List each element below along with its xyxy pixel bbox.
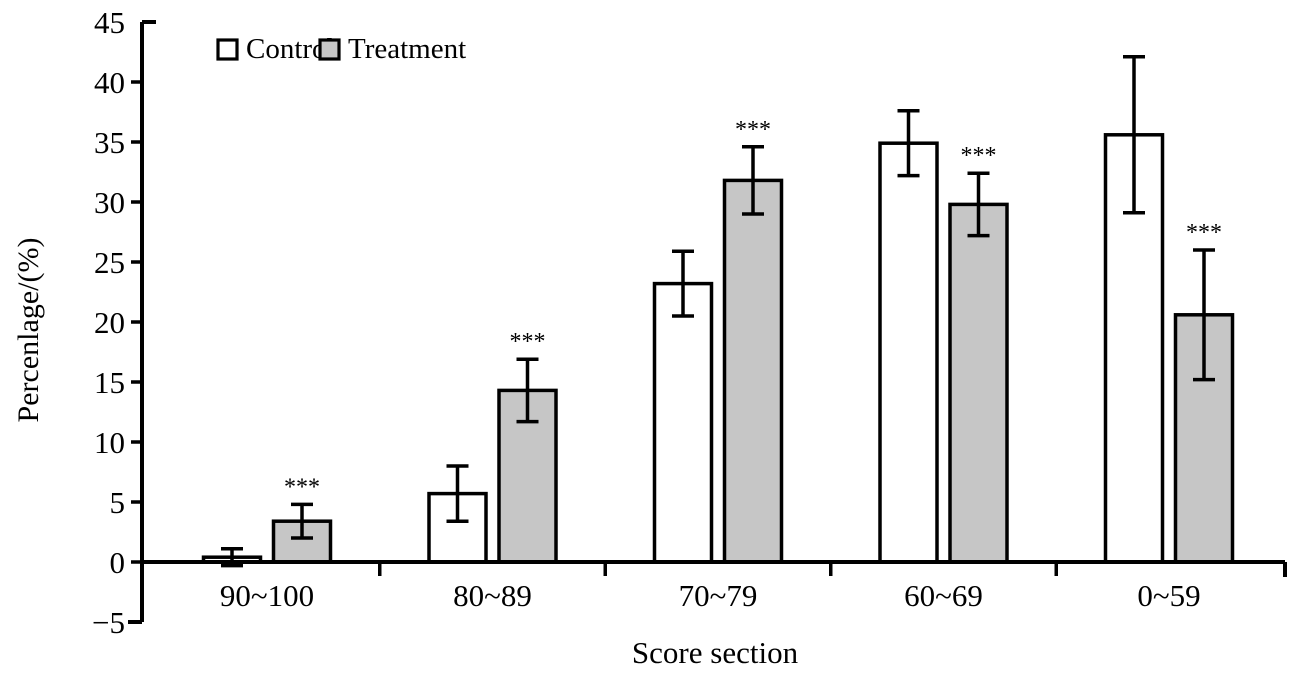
y-tick-label--5: −5 (92, 605, 125, 640)
category-label-80~89: 80~89 (453, 578, 532, 613)
bar-control-70~79 (652, 281, 714, 564)
significance-marker-90~100: *** (284, 474, 320, 500)
legend-swatch-control (216, 38, 239, 61)
y-tick-label-20: 20 (94, 305, 125, 340)
y-tick-label-10: 10 (94, 425, 125, 460)
bar-treatment-70~79 (722, 178, 784, 564)
y-axis-title: Percenlage/(%) (12, 238, 45, 423)
y-tick-label-25: 25 (94, 245, 125, 280)
y-tick-label-45: 45 (94, 5, 125, 40)
y-tick-label-35: 35 (94, 125, 125, 160)
significance-marker-70~79: *** (735, 117, 771, 143)
y-tick-label-0: 0 (110, 545, 126, 580)
legend-label-treatment: Treatment (348, 33, 466, 65)
category-label-70~79: 70~79 (679, 578, 758, 613)
significance-marker-80~89: *** (510, 329, 546, 355)
category-label-90~100: 90~100 (220, 578, 314, 613)
category-label-0~59: 0~59 (1137, 578, 1200, 613)
legend-swatch-treatment (318, 38, 341, 61)
y-tick-label-15: 15 (94, 365, 125, 400)
x-axis-title: Score section (632, 635, 799, 670)
significance-marker-60~69: *** (961, 143, 997, 169)
bar-control-60~69 (878, 141, 939, 564)
significance-marker-0~59: *** (1186, 220, 1222, 246)
y-tick-label-40: 40 (94, 65, 125, 100)
y-tick-label-5: 5 (110, 485, 126, 520)
category-label-60~69: 60~69 (904, 578, 983, 613)
bar-treatment-60~69 (948, 202, 1009, 564)
y-tick-label-30: 30 (94, 185, 125, 220)
